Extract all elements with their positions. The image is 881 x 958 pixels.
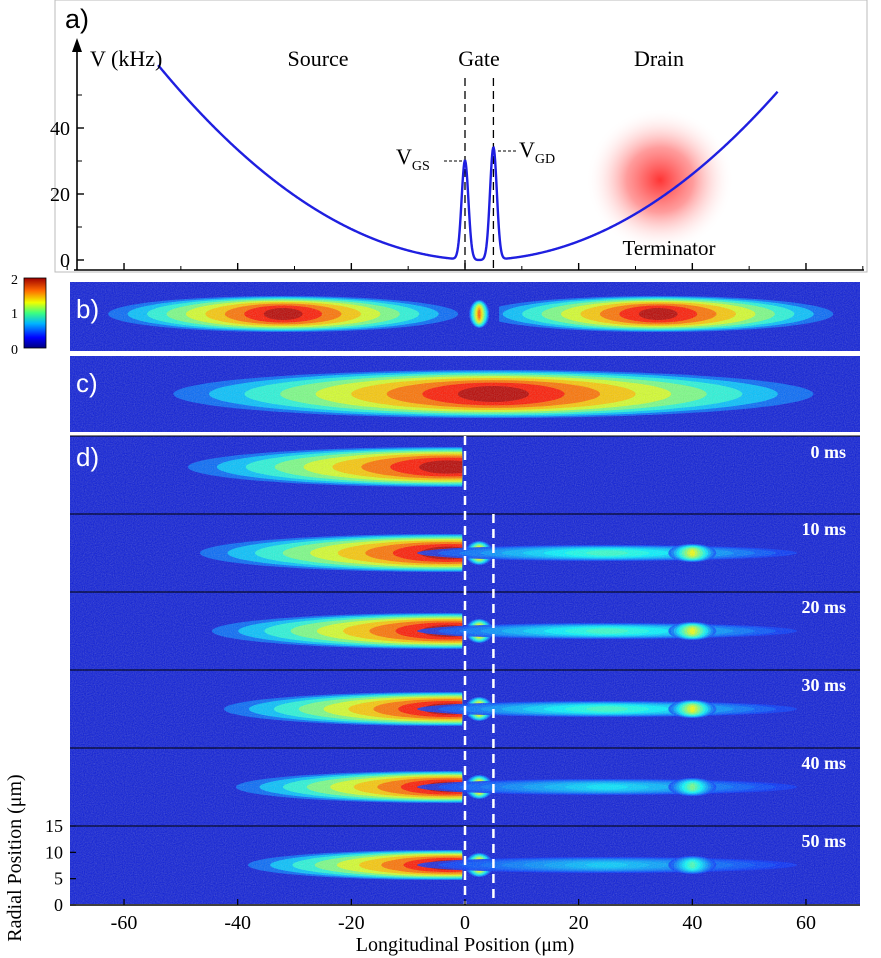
d-y-tick-label: 0 — [54, 895, 63, 915]
frame-time-label: 0 ms — [811, 442, 847, 462]
gate-label: Gate — [458, 46, 500, 71]
x-axis-label: Longitudinal Position (μm) — [356, 934, 575, 956]
panel-b-image — [70, 282, 860, 351]
d-x-tick-label: 20 — [569, 912, 589, 934]
a-y-tick-label: 40 — [50, 118, 70, 140]
colorbar-tick-0: 0 — [11, 343, 18, 358]
colorbar-tick-2: 2 — [11, 273, 18, 288]
colorbar-tick-1: 1 — [11, 307, 18, 322]
d-y-tick-label: 5 — [54, 869, 63, 889]
panel-d-frame — [70, 669, 860, 748]
frame-time-label: 40 ms — [802, 753, 847, 773]
a-y-ticks: 0 20 40 — [50, 94, 84, 272]
panel-b-label: b) — [76, 294, 99, 324]
frame-time-label: 30 ms — [802, 675, 847, 695]
d-y-tick-label: 10 — [45, 842, 63, 862]
terminator-blob — [586, 108, 734, 252]
drain-label: Drain — [634, 46, 684, 71]
image-noise — [70, 514, 860, 592]
d-x-tick-label: -40 — [224, 912, 251, 934]
d-x-tick-label: -20 — [338, 912, 365, 934]
colorbar-gradient — [23, 277, 47, 349]
d-x-tick-label: -60 — [111, 912, 138, 934]
frame-time-label: 50 ms — [802, 831, 847, 851]
terminator-label: Terminator — [623, 236, 716, 260]
panel-c-image — [70, 356, 860, 432]
a-y-axis-label: V (kHz) — [90, 46, 162, 71]
panel-a-label: a) — [65, 4, 89, 34]
d-x-tick-label: 60 — [796, 912, 816, 934]
d-x-tick-label: 0 — [460, 912, 470, 934]
gate-dashed-lines — [464, 78, 495, 268]
panel-d-frame — [70, 513, 860, 592]
panel-a-frame — [54, 0, 868, 273]
d-y-tick-label: 15 — [45, 816, 63, 836]
panel-c-label: c) — [76, 368, 98, 398]
source-label: Source — [287, 46, 348, 71]
potential-panel: 0 20 40 a) V (kHz) Source Gate Drain VGS V… — [50, 0, 868, 273]
colorbar: 2 1 0 — [11, 273, 47, 358]
d-x-tick-label: 40 — [682, 912, 702, 934]
image-noise — [70, 282, 860, 351]
panel-d-label: d) — [76, 442, 99, 472]
vgd-label: VGD — [519, 137, 555, 167]
potential-curve — [157, 64, 779, 262]
frame-time-label: 20 ms — [802, 597, 847, 617]
a-y-tick-label: 20 — [50, 184, 70, 206]
vgs-label: VGS — [396, 144, 430, 174]
a-y-tick-label: 0 — [60, 250, 70, 272]
frame-time-label: 10 ms — [802, 519, 847, 539]
a-y-axis-arrow — [72, 38, 82, 52]
d-axes: -60 -40 -20 0 20 40 60 0 5 10 15 — [45, 816, 860, 934]
image-noise — [70, 356, 860, 432]
density-images — [70, 282, 860, 904]
panel-d-frame — [70, 591, 860, 670]
y-axis-label: Radial Position (μm) — [4, 774, 26, 941]
